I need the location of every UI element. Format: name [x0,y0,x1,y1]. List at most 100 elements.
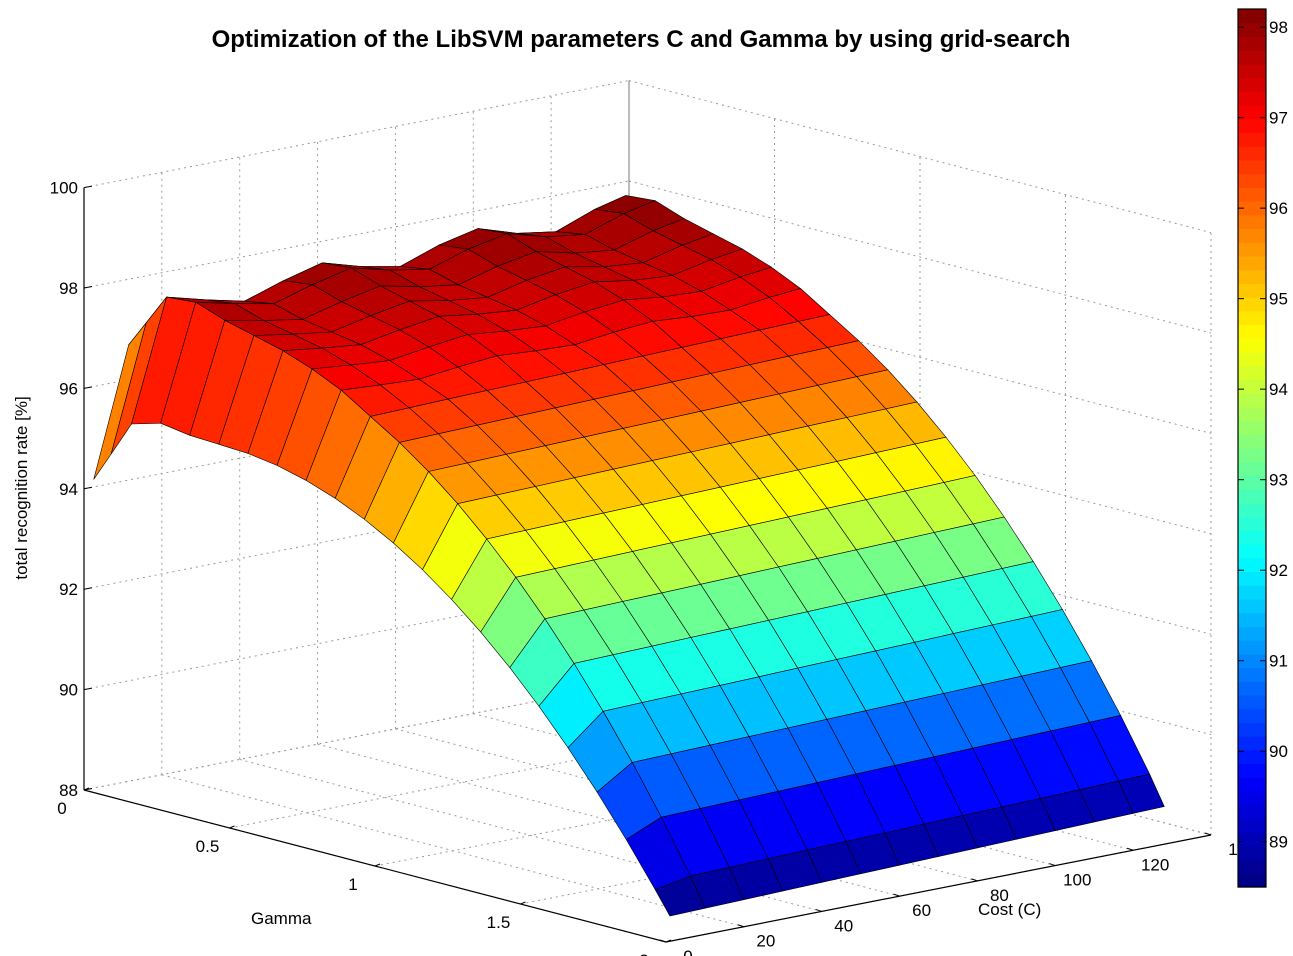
colorbar-band [1238,708,1266,723]
colorbar-band [1238,585,1266,600]
z-tick-label: 100 [50,179,78,198]
colorbar-band [1238,63,1266,79]
colorbar-tick-label: 89 [1269,833,1288,852]
colorbar-band [1238,187,1266,202]
colorbar-tick-label: 91 [1269,652,1288,671]
colorbar-band [1238,818,1266,833]
colorbar-band [1238,530,1266,545]
colorbar-band [1238,434,1266,449]
colorbar-band [1238,626,1266,641]
colorbar-band [1238,351,1266,367]
colorbar-band [1238,255,1266,271]
surface-mesh [93,195,1165,917]
z-tick-label: 98 [59,279,78,298]
colorbar-band [1238,612,1266,627]
z-tick-label: 88 [59,781,78,800]
colorbar-band [1238,804,1266,820]
colorbar-tick-label: 90 [1269,742,1288,761]
colorbar-band [1238,598,1266,614]
colorbar-tick-label: 97 [1269,109,1288,128]
colorbar-band [1238,694,1266,710]
colorbar-band [1238,489,1266,504]
colorbar-band [1238,873,1266,888]
colorbar-band [1238,132,1266,147]
colorbar-band [1238,859,1266,874]
colorbar-band [1238,324,1266,339]
cost-tick-label: 100 [1063,871,1091,890]
z-tick-label: 90 [59,681,78,700]
colorbar-tick-label: 93 [1269,471,1288,490]
colorbar-band [1238,557,1266,573]
colorbar-band [1238,681,1266,696]
colorbar-band [1238,420,1266,435]
colorbar-band [1238,283,1266,298]
colorbar-band [1238,475,1266,490]
z-tick-label: 94 [59,480,78,499]
gamma-tick-label: 0.5 [196,837,220,856]
colorbar-band [1238,544,1266,559]
cost-tick-label: 80 [990,886,1009,905]
colorbar-band [1238,146,1266,161]
colorbar-band [1238,845,1266,861]
colorbar-band [1238,393,1266,408]
colorbar-band [1238,173,1266,188]
gamma-tick-label: 0 [57,799,66,818]
colorbar-band [1238,461,1266,477]
cost-tick-label: 40 [834,916,853,935]
colorbar: 89 90 91 92 93 94 95 96 97 98 [1237,8,1288,888]
colorbar-band [1238,310,1266,326]
colorbar-band [1238,22,1266,38]
colorbar-band [1238,214,1266,230]
colorbar-band [1238,749,1266,765]
colorbar-band [1238,736,1266,751]
colorbar-band [1238,790,1266,806]
gamma-tick-label: 1.5 [487,913,511,932]
colorbar-band [1238,777,1266,792]
colorbar-band [1238,448,1266,463]
cost-tick-label: 120 [1141,855,1169,874]
z-axis-label: total recognition rate [%] [12,396,31,579]
colorbar-band [1238,338,1266,353]
colorbar-band [1238,91,1266,106]
cost-axis-label: Cost (C) [978,900,1041,919]
colorbar-band [1238,105,1266,120]
gamma-axis-label: Gamma [251,909,312,928]
colorbar-tick-label: 92 [1269,561,1288,580]
z-tick-label: 96 [59,379,78,398]
colorbar-band [1238,653,1266,669]
surface-patch [654,875,706,917]
colorbar-band [1238,36,1266,51]
colorbar-band [1238,406,1266,422]
colorbar-band [1238,77,1266,92]
cost-tick-label: 1 [1228,840,1237,859]
colorbar-band [1238,159,1266,175]
colorbar-band [1238,269,1266,284]
gamma-tick-label: 1 [348,875,357,894]
colorbar-band [1238,242,1266,257]
colorbar-tick-label: 94 [1269,380,1288,399]
colorbar-band [1238,667,1266,682]
chart-title: Optimization of the LibSVM parameters C … [212,26,1071,53]
colorbar-band [1238,516,1266,531]
colorbar-band [1238,50,1266,65]
colorbar-band [1238,832,1266,847]
colorbar-band [1238,379,1266,394]
cost-tick-label: 20 [756,932,775,951]
colorbar-band [1238,502,1266,518]
colorbar-band [1238,763,1266,778]
z-tick-label: 92 [59,580,78,599]
colorbar-band [1238,571,1266,586]
colorbar-band [1238,722,1266,737]
colorbar-band [1238,228,1266,243]
colorbar-tick-label: 96 [1269,199,1288,218]
colorbar-band [1238,297,1266,312]
colorbar-band [1238,201,1266,216]
cost-tick-label: 0 [683,947,692,956]
colorbar-band [1238,118,1266,134]
cost-tick-label: 60 [912,901,931,920]
colorbar-band [1238,365,1266,381]
colorbar-band [1238,9,1266,24]
colorbar-band [1238,640,1266,655]
